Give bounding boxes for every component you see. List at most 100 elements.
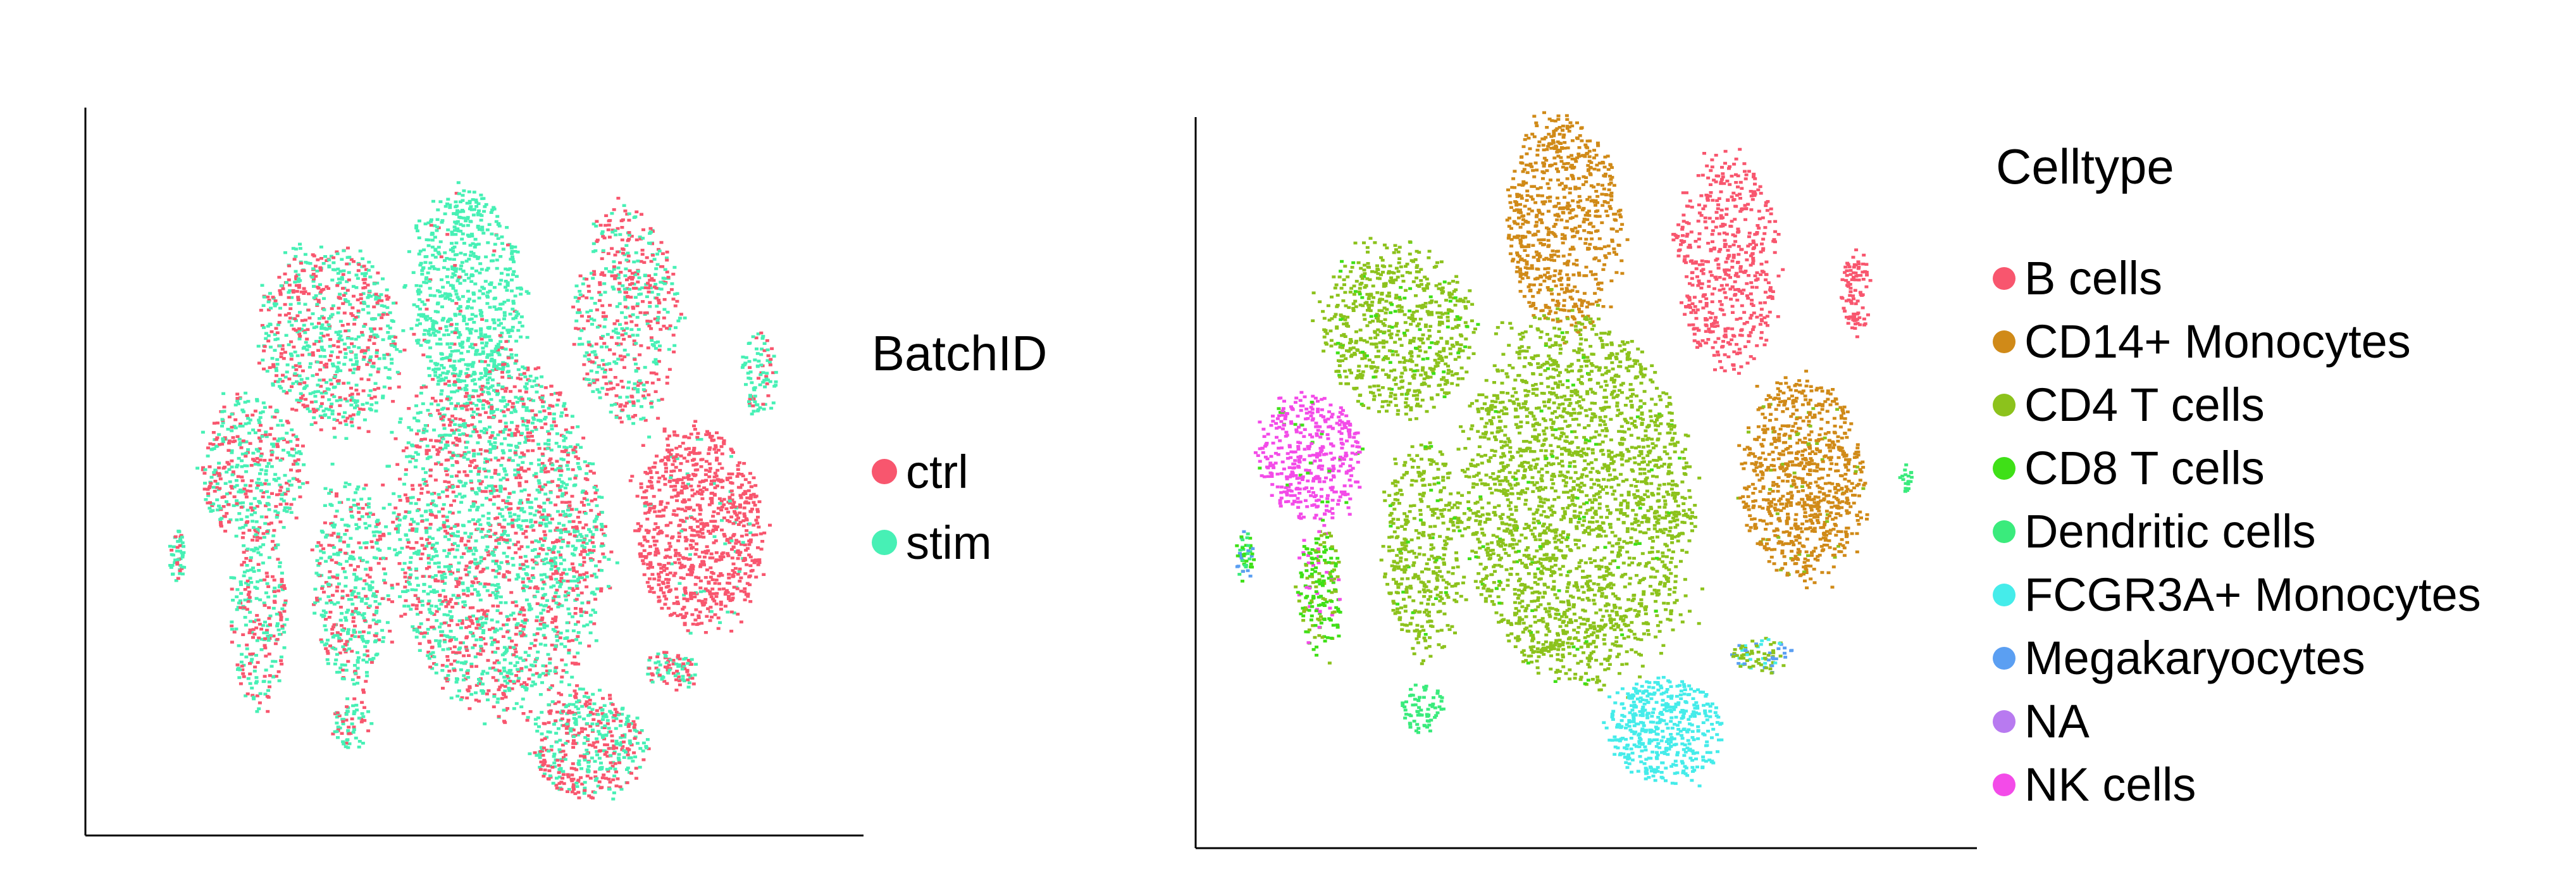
scatter-point-stim xyxy=(438,434,443,437)
scatter-point-ctrl xyxy=(602,532,606,535)
scatter-point-ctrl xyxy=(446,658,450,662)
scatter-point-ctrl xyxy=(483,642,488,646)
scatter-point-ctrl xyxy=(331,256,336,260)
scatter-point-stim xyxy=(303,303,307,306)
scatter-point-stim xyxy=(252,497,257,500)
scatter-point-ctrl xyxy=(285,391,289,395)
scatter-point-stim xyxy=(442,549,447,553)
scatter-point-stim xyxy=(492,503,496,506)
scatter-point-stim xyxy=(656,341,660,344)
scatter-point-stim xyxy=(259,489,263,492)
scatter-point-stim xyxy=(643,366,647,369)
scatter-point-ctrl xyxy=(628,335,632,338)
scatter-point-stim xyxy=(304,384,309,387)
scatter-point-stim xyxy=(440,219,445,222)
scatter-point-stim xyxy=(366,304,370,308)
scatter-point-stim xyxy=(470,266,474,270)
scatter-point-ctrl xyxy=(465,696,469,699)
scatter-point-stim xyxy=(631,313,635,316)
point-cluster xyxy=(740,331,778,416)
scatter-point-stim xyxy=(360,272,364,275)
scatter-point-stim xyxy=(473,546,477,550)
scatter-point-stim xyxy=(501,365,505,368)
scatter-point-ctrl xyxy=(202,472,207,475)
scatter-point-stim xyxy=(450,299,454,303)
scatter-point-ctrl xyxy=(771,371,776,375)
scatter-point-stim xyxy=(514,275,519,278)
scatter-point-stim xyxy=(431,543,435,546)
scatter-point-stim xyxy=(586,503,591,506)
scatter-point-stim xyxy=(471,504,476,508)
scatter-point-stim xyxy=(308,262,313,265)
scatter-point-stim xyxy=(674,326,678,329)
scatter-point-stim xyxy=(436,382,440,386)
scatter-point-ctrl xyxy=(736,557,740,560)
scatter-point-ctrl xyxy=(300,269,305,272)
scatter-point-stim xyxy=(759,363,764,366)
scatter-point-stim xyxy=(493,575,498,579)
scatter-point-stim xyxy=(434,363,438,366)
scatter-point-stim xyxy=(428,261,433,265)
scatter-point-ctrl xyxy=(662,316,666,320)
scatter-point-stim xyxy=(206,494,211,497)
scatter-point-ctrl xyxy=(698,480,702,484)
scatter-point-ctrl xyxy=(405,496,409,500)
scatter-point-ctrl xyxy=(357,426,361,430)
scatter-point-ctrl xyxy=(662,325,666,328)
scatter-point-ctrl xyxy=(517,473,521,477)
scatter-point-ctrl xyxy=(435,448,440,451)
scatter-point-stim xyxy=(648,305,652,308)
scatter-point-stim xyxy=(477,228,481,231)
scatter-point-ctrl xyxy=(271,296,275,299)
scatter-point-ctrl xyxy=(554,672,558,675)
scatter-point-stim xyxy=(537,482,542,485)
scatter-point-ctrl xyxy=(259,439,263,443)
scatter-point-ctrl xyxy=(540,461,545,465)
scatter-point-ctrl xyxy=(346,246,350,250)
scatter-point-stim xyxy=(591,277,595,280)
scatter-point-ctrl xyxy=(571,448,576,452)
scatter-point-ctrl xyxy=(288,307,293,310)
scatter-point-stim xyxy=(765,348,770,351)
scatter-point-ctrl xyxy=(597,568,602,572)
scatter-point-stim xyxy=(368,389,373,392)
scatter-point-ctrl xyxy=(651,254,655,257)
scatter-point-stim xyxy=(414,226,419,230)
scatter-point-ctrl xyxy=(516,430,520,434)
scatter-point-ctrl xyxy=(540,596,545,600)
scatter-point-ctrl xyxy=(514,551,518,554)
scatter-point-ctrl xyxy=(495,389,500,392)
scatter-point-stim xyxy=(338,292,342,296)
scatter-point-ctrl xyxy=(733,566,738,570)
scatter-point-ctrl xyxy=(540,453,545,456)
scatter-point-stim xyxy=(242,410,245,413)
scatter-point-stim xyxy=(533,513,537,516)
scatter-point-stim xyxy=(275,369,278,372)
scatter-point-ctrl xyxy=(365,363,369,366)
scatter-point-ctrl xyxy=(349,387,353,390)
scatter-point-ctrl xyxy=(600,257,604,260)
scatter-point-stim xyxy=(285,363,290,366)
scatter-point-stim xyxy=(683,316,687,320)
scatter-point-ctrl xyxy=(325,285,329,289)
scatter-point-stim xyxy=(269,465,274,468)
scatter-point-ctrl xyxy=(631,400,636,404)
scatter-point-ctrl xyxy=(559,553,562,556)
scatter-point-ctrl xyxy=(321,379,326,382)
scatter-point-stim xyxy=(473,655,478,659)
scatter-point-ctrl xyxy=(429,223,433,227)
scatter-point-stim xyxy=(493,441,497,444)
scatter-point-ctrl xyxy=(420,553,424,556)
scatter-point-ctrl xyxy=(662,297,667,301)
scatter-point-stim xyxy=(521,698,525,701)
scatter-point-stim xyxy=(521,365,525,368)
scatter-point-stim xyxy=(573,529,577,532)
scatter-point-ctrl xyxy=(385,353,390,356)
scatter-point-ctrl xyxy=(559,577,564,580)
scatter-point-ctrl xyxy=(765,382,769,385)
scatter-point-ctrl xyxy=(429,439,433,442)
scatter-point-ctrl xyxy=(496,458,500,462)
scatter-point-stim xyxy=(459,200,462,204)
scatter-point-stim xyxy=(529,462,533,465)
scatter-point-stim xyxy=(465,306,469,310)
